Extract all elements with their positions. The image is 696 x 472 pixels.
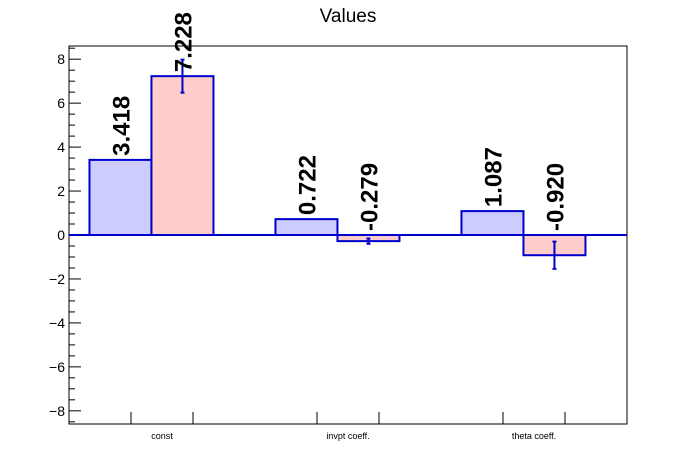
data-label: -0.920	[542, 163, 569, 231]
bar	[88, 158, 153, 236]
data-label: 3.418	[108, 96, 135, 156]
data-label: 0.722	[294, 155, 321, 215]
data-label: -0.279	[356, 163, 383, 231]
bar	[150, 75, 215, 236]
y-tick-label: 6	[57, 95, 65, 111]
data-label: 7.228	[170, 12, 197, 72]
x-category-label: invpt coeff.	[326, 431, 369, 441]
y-tick-label: −8	[49, 403, 65, 419]
y-tick-label: −6	[49, 359, 65, 375]
y-tick-label: 0	[57, 227, 65, 243]
y-tick-label: 2	[57, 183, 65, 199]
chart-title: Values	[319, 6, 377, 27]
bar	[460, 210, 525, 237]
y-tick-label: 8	[57, 51, 65, 67]
data-label: 1.087	[480, 147, 507, 207]
bar	[274, 218, 339, 237]
x-category-label: const	[151, 431, 173, 441]
y-tick-label: −2	[49, 271, 65, 287]
y-tick-label: 4	[57, 139, 65, 155]
y-tick-label: −4	[49, 315, 65, 331]
x-category-label: theta coeff.	[512, 431, 556, 441]
